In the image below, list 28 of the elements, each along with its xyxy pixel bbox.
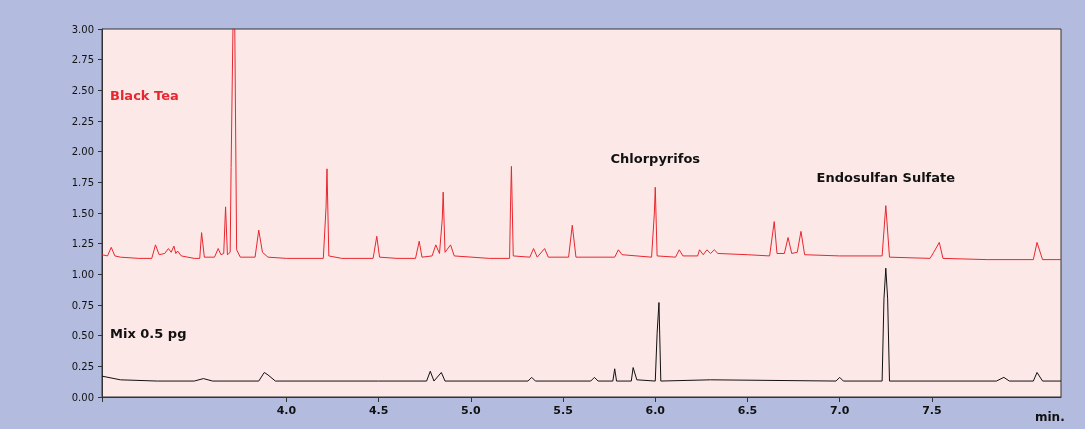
y-tick-label: 0.00 [71, 391, 94, 403]
x-tick-label: 5.0 [461, 404, 481, 417]
text: Black Tea [110, 88, 179, 103]
text: Mix 0.5 pg [110, 326, 187, 341]
x-tick-label: 7.0 [829, 404, 850, 417]
y-tick-label: 1.00 [71, 268, 94, 280]
x-tick-label: 4.0 [276, 404, 297, 417]
line-series [101, 267, 1062, 382]
y-tick-label: 2.00 [71, 146, 94, 158]
x-tick-label: 6.5 [737, 404, 758, 417]
y-tick-label: 2.50 [71, 84, 94, 96]
line-series [101, 28, 1062, 261]
x-tick-label: 6.0 [645, 404, 666, 417]
x-tick-label: 5.5 [553, 404, 573, 417]
y-tick-label: 0.50 [71, 330, 94, 342]
y-tick-label: 1.75 [71, 176, 94, 188]
annotation: Chlorpyrifos [610, 151, 701, 167]
y-tick-label: 0.75 [71, 299, 94, 311]
y-tick-label: 0.25 [71, 360, 94, 372]
annotation: Endosulfan Sulfate [816, 169, 956, 185]
x-axis-title: min. [1035, 410, 1065, 424]
y-tick-label: 1.25 [71, 238, 94, 250]
x-tick-label: 4.5 [368, 404, 389, 417]
y-tick-label: 2.25 [71, 115, 94, 127]
x-tick-label: 7.5 [922, 404, 942, 417]
y-tick-label: 1.50 [71, 207, 94, 219]
y-tick-label: 3.00 [71, 23, 94, 35]
y-tick-label: 2.75 [71, 54, 94, 66]
